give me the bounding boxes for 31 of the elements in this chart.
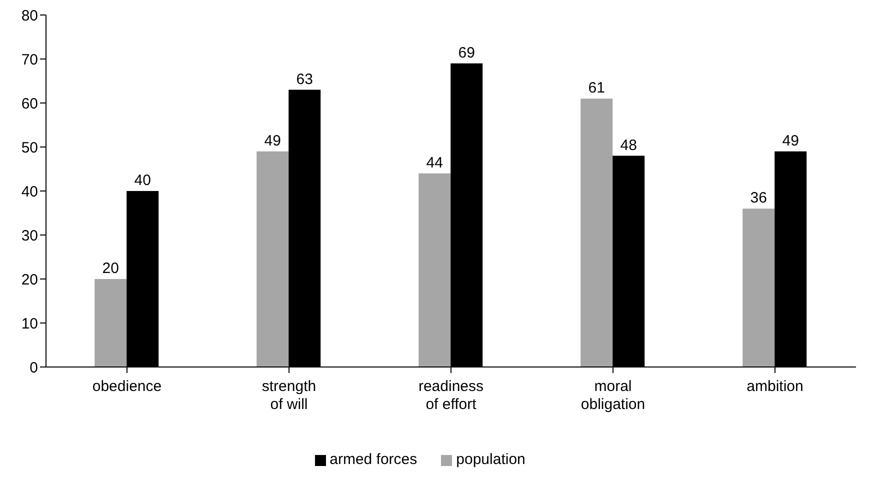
x-tick-label: strength of will (262, 378, 316, 413)
data-label: 49 (264, 132, 281, 150)
data-label: 48 (620, 136, 637, 154)
data-label: 40 (134, 172, 151, 189)
x-tick-label: readiness of effort (418, 378, 484, 413)
bar (94, 279, 127, 367)
data-label: 49 (782, 132, 799, 150)
data-label: 61 (588, 80, 605, 97)
bar (580, 98, 613, 367)
data-label: 69 (458, 44, 475, 62)
y-tick-label: 80 (21, 7, 38, 24)
data-label: 44 (426, 154, 443, 172)
y-tick-label: 70 (21, 51, 38, 68)
data-label: 63 (296, 70, 313, 88)
data-label: 36 (750, 190, 767, 207)
y-tick-label: 40 (21, 183, 38, 200)
x-tick-label: obedience (92, 378, 162, 395)
bar (418, 173, 451, 367)
y-tick-label: 50 (21, 139, 38, 156)
data-label: 20 (102, 260, 119, 277)
x-tick-label: moral obligation (580, 378, 646, 413)
y-tick-label: 60 (21, 95, 38, 112)
legend-label: armed forces (330, 451, 418, 468)
legend-label: population (456, 451, 526, 468)
y-tick-label: 0 (30, 359, 38, 376)
y-tick-label: 20 (21, 271, 38, 288)
bar (256, 151, 289, 367)
y-tick-label: 30 (21, 227, 38, 244)
x-tick-label: ambition (746, 378, 804, 395)
y-tick-label: 10 (21, 315, 38, 332)
bar (742, 208, 775, 367)
